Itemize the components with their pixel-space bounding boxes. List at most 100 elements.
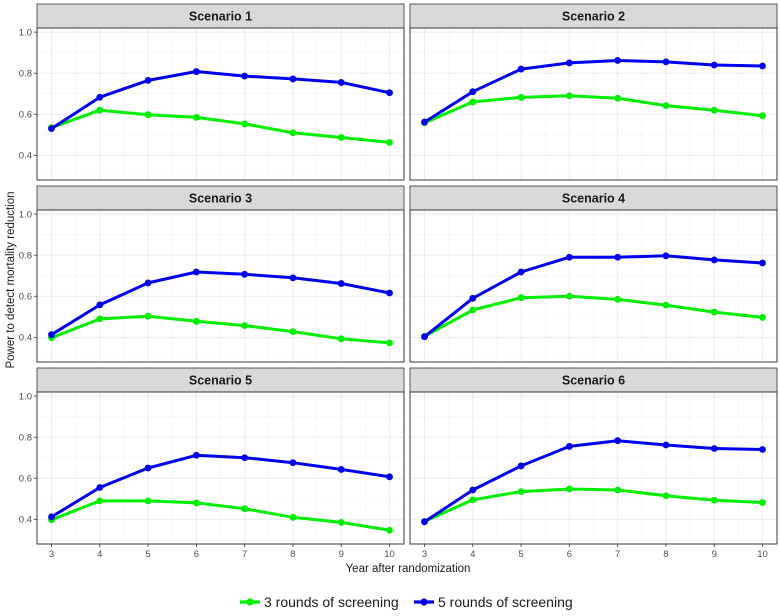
strip-scenario-5 [36,367,405,393]
strip-scenario-2 [409,3,778,29]
data-point-3-rounds [289,328,297,335]
data-point-3-rounds [192,113,200,121]
data-point-5-rounds [662,58,670,66]
data-point-3-rounds [386,139,393,146]
y-tick-label: 0.6 [19,474,32,485]
series-line-5-rounds [50,70,390,130]
data-point-5-rounds [469,486,477,494]
data-point-3-rounds [759,499,766,506]
x-tick-label: 10 [384,549,395,560]
series-line-3-rounds [423,94,763,125]
series-line-3-rounds [423,487,763,523]
x-tick-label: 6 [194,549,199,560]
data-point-5-rounds [192,268,200,276]
strip-title-scenario-4: Scenario 4 [562,192,625,206]
strip-title-scenario-2: Scenario 2 [562,10,625,24]
series-3-rounds-scenario-3 [48,312,393,347]
data-point-5-rounds [710,61,718,69]
series-line-3-rounds [50,314,390,345]
y-tick-label: 1.0 [19,209,32,220]
series-5-rounds-scenario-3 [48,268,393,339]
data-point-3-rounds [96,106,104,114]
data-point-3-rounds [614,295,622,303]
y-tick-label: 0.6 [19,110,32,121]
data-point-3-rounds [517,94,525,101]
data-point-3-rounds [96,315,104,323]
strip-scenario-4 [409,185,778,211]
data-point-5-rounds [614,57,622,64]
data-point-5-rounds [469,88,477,96]
plot-border-scenario-2 [409,27,778,181]
data-point-5-rounds [614,253,622,261]
legend-point-5-rounds [420,598,428,606]
series-5-rounds-scenario-1 [48,68,393,133]
y-tick-label: 0.6 [19,292,32,303]
data-point-5-rounds [192,68,200,75]
data-point-3-rounds [565,92,573,100]
data-point-3-rounds [386,526,393,534]
y-tick-label: 0.4 [19,151,32,162]
legend: 3 rounds of screening 5 rounds of screen… [240,594,573,610]
data-point-5-rounds [337,79,345,86]
data-point-5-rounds [386,89,393,97]
data-point-3-rounds [241,120,249,128]
data-point-5-rounds [710,256,718,264]
strip-title-scenario-1: Scenario 1 [189,10,252,24]
data-point-5-rounds [421,118,428,126]
series-line-5-rounds [50,270,390,336]
data-point-5-rounds [289,75,297,83]
data-point-5-rounds [565,59,573,67]
data-point-3-rounds [469,306,477,314]
y-axis-title: Power to detect mortality reduction [5,191,17,368]
data-point-3-rounds [144,111,152,119]
legend-point-3-rounds [246,598,254,606]
data-point-3-rounds [386,339,393,347]
x-tick-label: 7 [615,549,620,560]
data-point-3-rounds [565,292,573,300]
data-point-3-rounds [337,335,345,343]
plot-border-scenario-4 [409,209,778,363]
y-tick-label: 1.0 [19,391,32,402]
data-point-5-rounds [614,437,622,445]
panel-scenario-4: Scenario 4 [409,185,778,363]
data-point-3-rounds [710,308,718,316]
series-line-3-rounds [423,294,763,338]
legend-label-5-rounds: 5 rounds of screening [438,594,573,610]
series-5-rounds-scenario-2 [421,57,766,126]
series-5-rounds-scenario-5 [48,451,393,521]
data-point-3-rounds [289,513,297,521]
data-point-3-rounds [144,497,152,505]
data-point-5-rounds [386,473,393,481]
x-tick-label: 5 [145,549,150,560]
panel-scenario-6: Scenario 6 [409,367,778,545]
y-tick-label: 0.4 [19,515,32,526]
series-line-5-rounds [423,439,763,524]
strip-title-scenario-5: Scenario 5 [189,374,252,388]
x-axis-title: Year after randomization [346,563,471,575]
series-line-5-rounds [423,254,763,338]
data-point-5-rounds [710,445,718,452]
y-tick-label: 0.4 [19,333,32,344]
x-tick-label: 3 [49,549,54,560]
data-point-3-rounds [144,312,152,320]
x-axis-ticks-left: 3 4 5 6 7 8 9 10 [49,544,395,560]
x-tick-label: 8 [290,549,295,560]
data-point-5-rounds [759,259,766,267]
data-point-5-rounds [517,462,525,470]
data-point-3-rounds [337,134,345,141]
x-tick-label: 5 [518,549,523,560]
series-line-3-rounds [50,499,390,532]
data-point-3-rounds [517,294,525,302]
x-tick-label: 10 [757,549,768,560]
data-point-5-rounds [144,279,152,287]
data-point-3-rounds [241,505,249,513]
series-line-5-rounds [423,59,763,124]
panels-group: Scenario 1 0.4 0.6 0.8 1.0 Scenario 2 Scenario… [19,3,778,545]
strip-scenario-6 [409,367,778,393]
data-point-5-rounds [241,270,249,278]
panel-scenario-1: Scenario 1 0.4 0.6 0.8 1.0 [19,3,405,181]
data-point-5-rounds [241,454,249,462]
data-point-5-rounds [144,464,152,472]
data-point-5-rounds [337,466,345,473]
data-point-3-rounds [662,102,670,110]
